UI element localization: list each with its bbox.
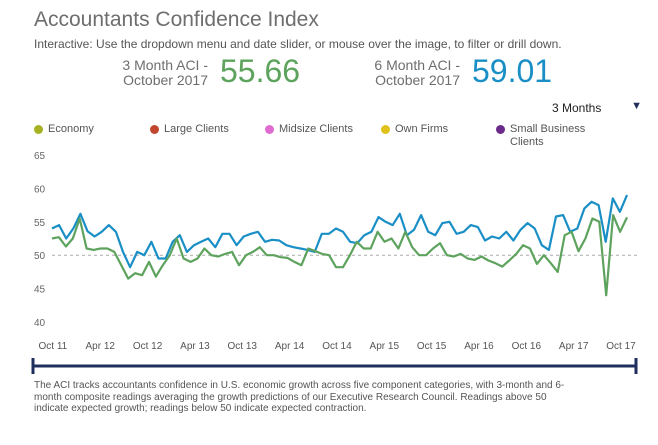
- legend-label-small-business-clients: Small Business Clients: [510, 123, 585, 149]
- page-title: Accountants Confidence Index: [34, 8, 319, 31]
- series-line-6-month[interactable]: [51, 194, 629, 269]
- legend-swatch-large-clients: [150, 125, 159, 134]
- x-tick-label: Apr 12: [85, 341, 115, 352]
- y-tick-label: 55: [34, 218, 46, 229]
- legend-label-small-business-line1: Small Business: [510, 123, 586, 135]
- period-dropdown[interactable]: 3 Months ▼: [546, 99, 646, 117]
- legend-label-own-firms: Own Firms: [395, 123, 449, 135]
- series-line-3-month[interactable]: [51, 213, 628, 297]
- x-tick-label: Oct 14: [322, 341, 352, 352]
- legend-swatch-small-business-clients: [496, 125, 505, 134]
- footnote: The ACI tracks accountants confidence in…: [34, 380, 565, 414]
- y-tick-label: 65: [34, 151, 46, 162]
- x-tick-label: Oct 17: [606, 341, 636, 352]
- three-month-aci-value: 55.66: [220, 53, 301, 89]
- date-range-slider[interactable]: [31, 358, 638, 374]
- y-tick-label: 40: [34, 318, 46, 329]
- three-month-label-line2: October 2017: [123, 72, 208, 88]
- legend-label-midsize-clients: Midsize Clients: [279, 123, 353, 135]
- y-tick-label: 60: [34, 184, 46, 195]
- legend-label-economy: Economy: [48, 123, 94, 135]
- y-tick-label: 45: [34, 285, 46, 296]
- six-month-label-line1: 6 Month ACI -: [374, 57, 460, 73]
- x-tick-label: Oct 16: [512, 341, 542, 352]
- six-month-aci-label: 6 Month ACI - October 2017: [356, 58, 460, 88]
- x-tick-label: Apr 16: [464, 341, 494, 352]
- legend-label-large-clients: Large Clients: [164, 123, 229, 135]
- three-month-aci-label: 3 Month ACI - October 2017: [104, 58, 208, 88]
- six-month-label-line2: October 2017: [375, 72, 460, 88]
- three-month-label-line1: 3 Month ACI -: [122, 57, 208, 73]
- x-tick-label: Oct 13: [228, 341, 258, 352]
- x-tick-label: Apr 17: [559, 341, 589, 352]
- triangle-down-icon: ▼: [631, 100, 642, 112]
- legend-swatch-economy: [34, 125, 43, 134]
- x-tick-label: Apr 14: [275, 341, 305, 352]
- y-tick-label: 50: [34, 251, 46, 262]
- x-tick-label: Apr 15: [370, 341, 400, 352]
- x-axis: Oct 11 Apr 12 Oct 12 Apr 13 Oct 13 Apr 14 Oct …: [39, 341, 637, 352]
- series-lines: [51, 194, 629, 297]
- period-dropdown-value: 3 Months: [552, 101, 602, 115]
- x-tick-label: Oct 11: [39, 341, 68, 352]
- x-tick-label: Oct 12: [133, 341, 163, 352]
- x-tick-label: Oct 15: [417, 341, 447, 352]
- six-month-aci-value: 59.01: [472, 53, 553, 89]
- legend-label-small-business-line2: Clients: [510, 136, 544, 148]
- legend-swatch-own-firms: [381, 125, 390, 134]
- x-tick-label: Apr 13: [180, 341, 210, 352]
- page-subtitle: Interactive: Use the dropdown menu and d…: [34, 37, 562, 51]
- legend-swatch-midsize-clients: [265, 125, 274, 134]
- y-axis: 65 60 55 50 45 40: [34, 151, 46, 329]
